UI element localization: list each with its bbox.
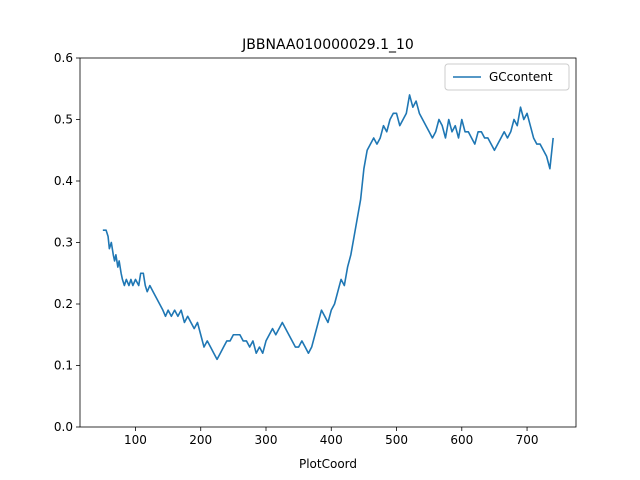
- legend-box: [444, 63, 570, 91]
- x-tick-label: 400: [320, 433, 343, 447]
- legend-label: GCcontent: [489, 70, 553, 84]
- plot-frame: [79, 57, 577, 428]
- plot-area: [102, 94, 554, 361]
- series-line-gccontent: [102, 94, 554, 361]
- y-axis: 0.0 0.1 0.2 0.3 0.4 0.5 0.6: [54, 51, 80, 434]
- x-tick-label: 100: [124, 433, 147, 447]
- x-tick-label: 500: [385, 433, 408, 447]
- y-tick-label: 0.1: [54, 359, 73, 373]
- legend: GCcontent: [444, 63, 570, 91]
- x-tick-label: 600: [450, 433, 473, 447]
- x-axis-label: PlotCoord: [299, 457, 357, 471]
- y-tick-label: 0.5: [54, 113, 73, 127]
- chart-title: JBBNAA010000029.1_10: [241, 37, 414, 53]
- y-tick-label: 0.2: [54, 297, 73, 311]
- y-tick-label: 0.3: [54, 236, 73, 250]
- y-tick-label: 0.4: [54, 174, 73, 188]
- x-tick-label: 200: [189, 433, 212, 447]
- y-tick-label: 0.0: [54, 420, 73, 434]
- x-axis: 100 200 300 400 500 600 700: [124, 427, 539, 447]
- y-tick-label: 0.6: [54, 51, 73, 65]
- x-tick-label: 700: [516, 433, 539, 447]
- x-tick-label: 300: [255, 433, 278, 447]
